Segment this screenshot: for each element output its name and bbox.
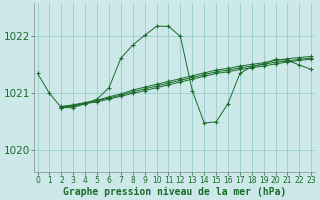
- X-axis label: Graphe pression niveau de la mer (hPa): Graphe pression niveau de la mer (hPa): [63, 186, 286, 197]
